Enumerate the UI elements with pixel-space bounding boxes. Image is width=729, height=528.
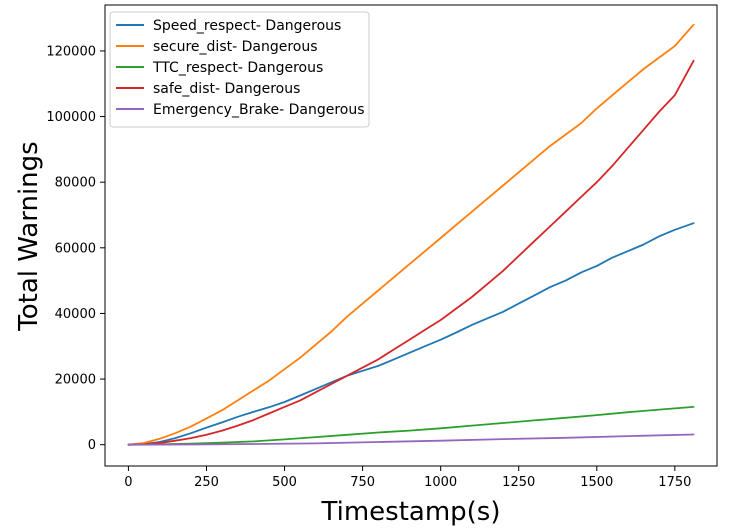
x-tick-label: 0 [124,475,132,490]
x-axis-title: Timestamp(s) [321,497,501,527]
series-line-5 [127,433,695,446]
series-line-3 [127,405,695,446]
legend-box [109,11,370,128]
series-line-2 [127,23,695,446]
y-axis-ticks: 0 20000 40000 60000 80000 100000 120000 [46,44,105,453]
y-tick-label: 120000 [46,44,96,59]
y-tick-label: 100000 [46,110,96,125]
x-tick-label: 500 [272,475,297,490]
series-line-1 [127,222,695,446]
y-tick-label: 40000 [55,307,96,322]
legend-label: Speed_respect- Dangerous [153,18,341,34]
y-tick-label: 80000 [55,176,96,191]
x-axis-ticks: 0 250 500 750 1000 1250 1500 1750 [124,466,691,490]
x-tick-label: 1750 [658,475,691,490]
x-tick-label: 1000 [424,475,457,490]
y-axis-title: Total Warnings [14,141,44,331]
x-tick-label: 1500 [580,475,613,490]
x-tick-label: 1250 [502,475,535,490]
legend-label: safe_dist- Dangerous [153,81,300,97]
legend-label: secure_dist- Dangerous [153,39,318,55]
y-tick-label: 0 [88,438,96,453]
x-tick-label: 250 [194,475,219,490]
series-line-4 [127,59,695,446]
y-tick-label: 20000 [55,373,96,388]
legend-label: Emergency_Brake- Dangerous [153,102,365,118]
y-tick-label: 60000 [55,241,96,256]
legend: Speed_respect- Dangerous secure_dist- Dan… [109,11,370,128]
x-tick-label: 750 [350,475,375,490]
legend-label: TTC_respect- Dangerous [152,60,323,76]
series-lines [127,23,695,446]
